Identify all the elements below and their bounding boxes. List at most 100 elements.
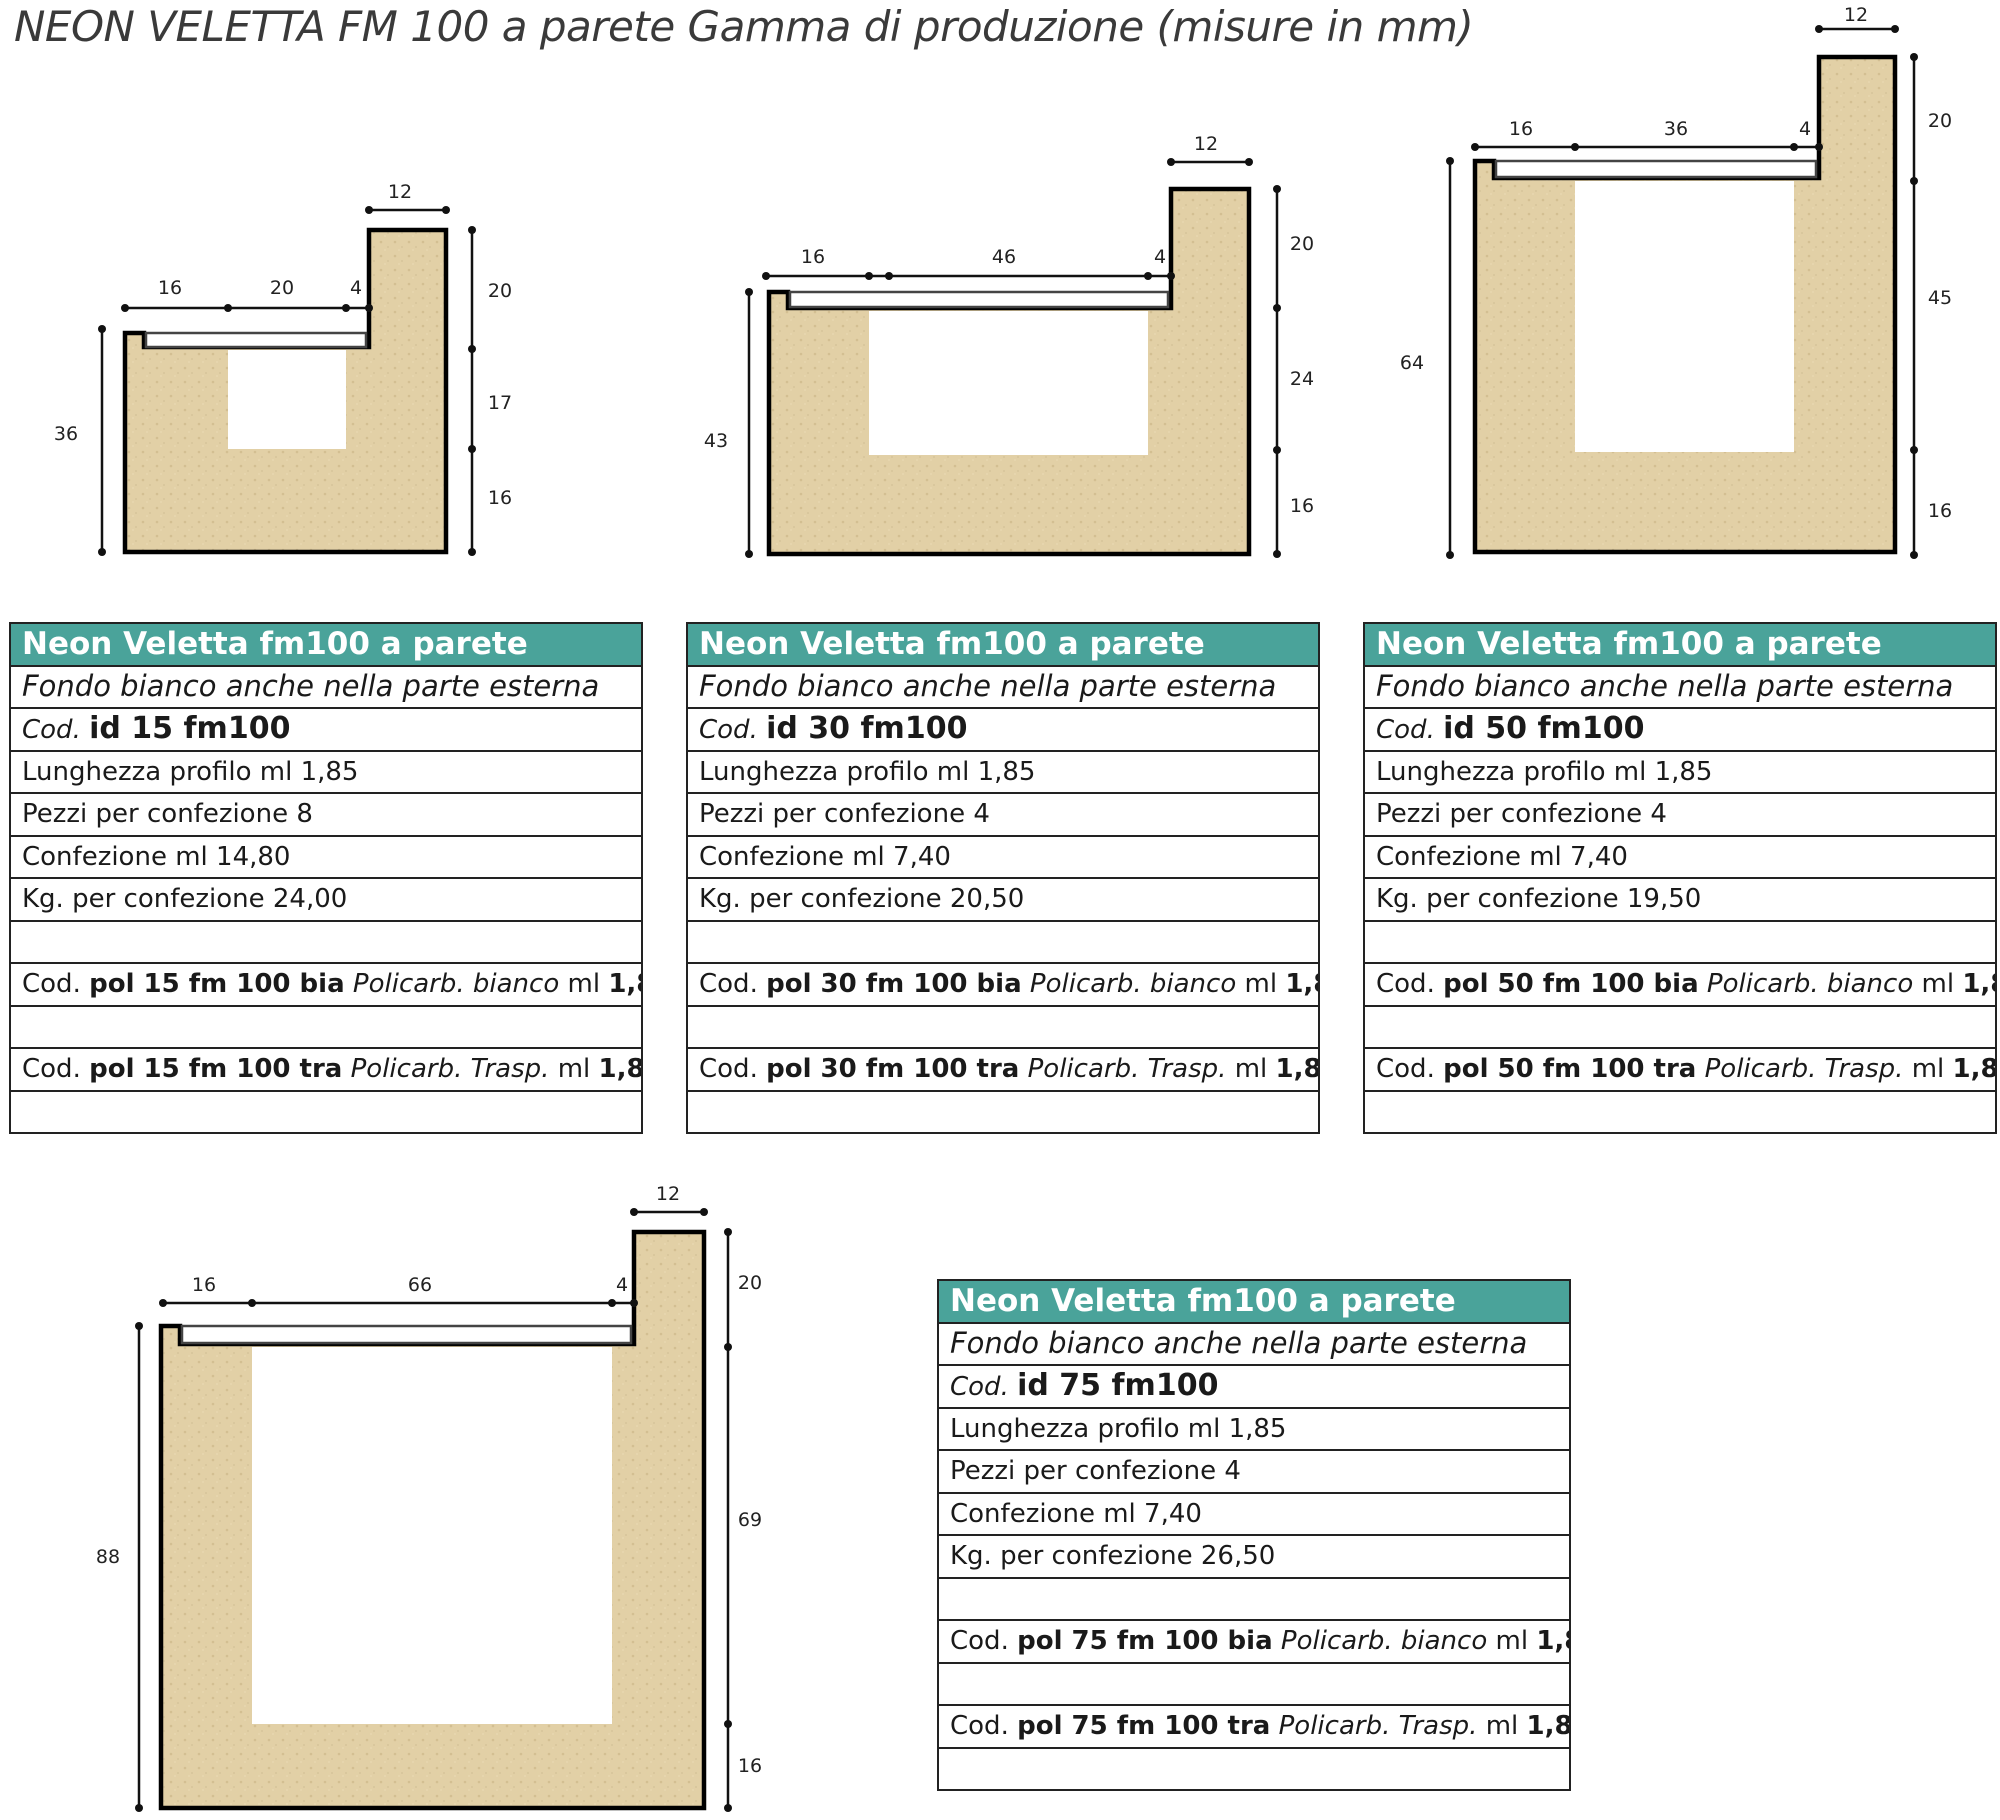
empty-row xyxy=(686,1004,1320,1049)
product-code-row: Cod. id 75 fm100 xyxy=(937,1364,1571,1409)
cover-plate-id30 xyxy=(788,290,1170,309)
empty-row xyxy=(9,1004,643,1049)
length-row: Lunghezza profilo ml 1,85 xyxy=(686,749,1320,794)
pol-unit: ml xyxy=(567,969,601,1000)
pol-value: 1,85 xyxy=(1952,1054,1994,1085)
dim-inner-left-id75: 16 xyxy=(192,1274,216,1296)
pol-prefix: Cod. xyxy=(22,1054,81,1085)
product-code-row: Cod. id 15 fm100 xyxy=(9,707,643,752)
dim-inner-mid-id75: 66 xyxy=(408,1274,432,1296)
pol-bia-row: Cod. pol 15 fm 100 bia Policarb. bianco … xyxy=(9,962,643,1007)
pol-prefix: Cod. xyxy=(950,1711,1009,1742)
pol-code: pol 75 fm 100 tra xyxy=(1017,1711,1271,1742)
dim-height-id30: 43 xyxy=(704,430,728,452)
pol-code: pol 15 fm 100 tra xyxy=(89,1054,343,1085)
dim-height-id75: 88 xyxy=(96,1546,120,1568)
pol-value: 1,85 xyxy=(1962,969,1994,1000)
dim-top-width-id50: 12 xyxy=(1844,4,1868,26)
pol-desc: Policarb. Trasp. xyxy=(1027,1054,1227,1085)
weight-row: Kg. per confezione 19,50 xyxy=(1363,877,1997,922)
dim-inner-left-id50: 16 xyxy=(1509,118,1533,140)
pol-desc: Policarb. Trasp. xyxy=(1278,1711,1478,1742)
pol-code: pol 50 fm 100 bia xyxy=(1443,969,1699,1000)
diagram-id50: 64 12 16 36 4 20 45 16 xyxy=(1400,4,1952,559)
weight-row: Kg. per confezione 26,50 xyxy=(937,1534,1571,1579)
dim-right-bottom-id50: 16 xyxy=(1928,500,1952,522)
pol-desc: Policarb. Trasp. xyxy=(350,1054,550,1085)
pol-value: 1,85 xyxy=(1275,1054,1317,1085)
dim-height-id15: 36 xyxy=(54,423,78,445)
channel-id75 xyxy=(252,1347,612,1724)
dim-right-bottom-id15: 16 xyxy=(488,487,512,509)
channel-id30 xyxy=(869,311,1148,455)
pol-desc: Policarb. bianco xyxy=(1706,969,1914,1000)
dim-inner-right-id50: 4 xyxy=(1799,118,1811,140)
dim-right-top-id75: 20 xyxy=(738,1272,762,1294)
empty-row xyxy=(1363,1089,1997,1134)
spec-table-id15: Neon Veletta fm100 a parete Fondo bianco… xyxy=(9,622,643,1134)
cover-plate-id75 xyxy=(180,1324,633,1345)
pol-tra-row: Cod. pol 50 fm 100 tra Policarb. Trasp. … xyxy=(1363,1047,1997,1092)
dim-top-width-id30: 12 xyxy=(1194,133,1218,155)
package-row: Confezione ml 7,40 xyxy=(686,834,1320,879)
pol-bia-row: Cod. pol 30 fm 100 bia Policarb. bianco … xyxy=(686,962,1320,1007)
pol-desc: Policarb. bianco xyxy=(352,969,560,1000)
package-row: Confezione ml 7,40 xyxy=(1363,834,1997,879)
empty-row xyxy=(1363,919,1997,964)
pol-value: 1,85 xyxy=(1526,1711,1568,1742)
pol-unit: ml xyxy=(1921,969,1955,1000)
table-subtitle: Fondo bianco anche nella parte esterna xyxy=(686,664,1320,709)
pol-code: pol 50 fm 100 tra xyxy=(1443,1054,1697,1085)
length-row: Lunghezza profilo ml 1,85 xyxy=(1363,749,1997,794)
table-subtitle: Fondo bianco anche nella parte esterna xyxy=(1363,664,1997,709)
empty-row xyxy=(686,1089,1320,1134)
empty-row xyxy=(937,1661,1571,1706)
table-header: Neon Veletta fm100 a parete xyxy=(937,1279,1571,1324)
dim-right-mid-id75: 69 xyxy=(738,1509,762,1531)
pieces-row: Pezzi per confezione 8 xyxy=(9,792,643,837)
pol-value: 1,85 xyxy=(598,1054,640,1085)
diagram-id15: 36 12 16 20 4 20 17 16 xyxy=(54,181,512,556)
channel-id50 xyxy=(1575,181,1794,452)
pieces-row: Pezzi per confezione 4 xyxy=(686,792,1320,837)
length-row: Lunghezza profilo ml 1,85 xyxy=(9,749,643,794)
channel-id15 xyxy=(228,350,346,449)
pol-prefix: Cod. xyxy=(699,1054,758,1085)
dim-right-top-id15: 20 xyxy=(488,280,512,302)
pol-prefix: Cod. xyxy=(22,969,81,1000)
pol-code: pol 75 fm 100 bia xyxy=(1017,1626,1273,1657)
pol-tra-row: Cod. pol 75 fm 100 tra Policarb. Trasp. … xyxy=(937,1704,1571,1749)
cod-label: Cod. xyxy=(699,715,758,746)
pol-prefix: Cod. xyxy=(950,1626,1009,1657)
pieces-row: Pezzi per confezione 4 xyxy=(937,1449,1571,1494)
pol-bia-row: Cod. pol 75 fm 100 bia Policarb. bianco … xyxy=(937,1619,1571,1664)
empty-row xyxy=(937,1576,1571,1621)
pol-unit: ml xyxy=(1911,1054,1945,1085)
empty-row xyxy=(937,1746,1571,1791)
dim-right-top-id30: 20 xyxy=(1290,233,1314,255)
pol-unit: ml xyxy=(557,1054,591,1085)
cod-label: Cod. xyxy=(22,715,81,746)
empty-row xyxy=(686,919,1320,964)
cover-plate-id15 xyxy=(144,331,368,349)
empty-row xyxy=(9,919,643,964)
page-title: NEON VELETTA FM 100 a parete Gamma di pr… xyxy=(14,2,1474,51)
pol-tra-row: Cod. pol 30 fm 100 tra Policarb. Trasp. … xyxy=(686,1047,1320,1092)
pol-unit: ml xyxy=(1485,1711,1519,1742)
dim-top-width-id75: 12 xyxy=(656,1183,680,1205)
package-row: Confezione ml 14,80 xyxy=(9,834,643,879)
empty-row xyxy=(9,1089,643,1134)
pol-code: pol 30 fm 100 tra xyxy=(766,1054,1020,1085)
dim-right-bottom-id30: 16 xyxy=(1290,495,1314,517)
product-code: id 15 fm100 xyxy=(89,711,291,747)
pol-prefix: Cod. xyxy=(1376,969,1435,1000)
pol-unit: ml xyxy=(1234,1054,1268,1085)
pol-code: pol 15 fm 100 bia xyxy=(89,969,345,1000)
dim-height-id50: 64 xyxy=(1400,352,1424,374)
product-code: id 30 fm100 xyxy=(766,711,968,747)
weight-row: Kg. per confezione 20,50 xyxy=(686,877,1320,922)
pol-desc: Policarb. bianco xyxy=(1029,969,1237,1000)
spec-table-id50: Neon Veletta fm100 a parete Fondo bianco… xyxy=(1363,622,1997,1134)
product-code: id 50 fm100 xyxy=(1443,711,1645,747)
pol-desc: Policarb. bianco xyxy=(1280,1626,1488,1657)
